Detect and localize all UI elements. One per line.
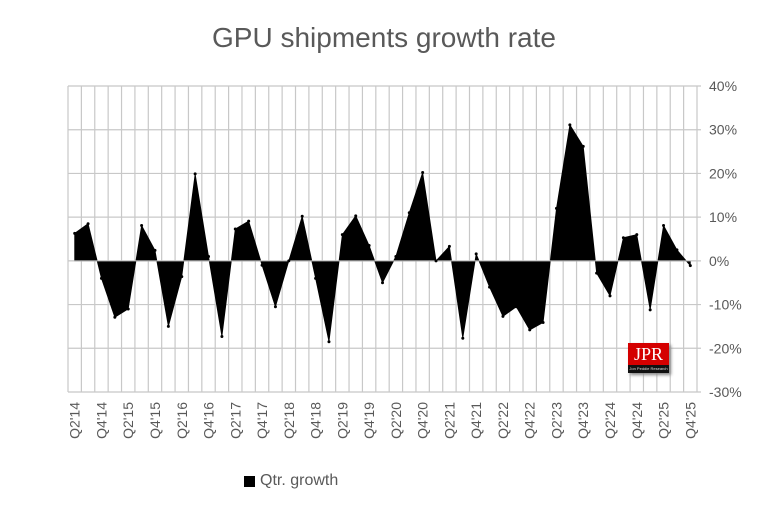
data-point xyxy=(675,248,679,252)
data-point xyxy=(528,328,532,332)
x-tick-label: Q4'20 xyxy=(415,402,431,439)
data-point xyxy=(608,294,612,298)
data-point xyxy=(153,248,157,252)
data-point xyxy=(327,340,331,344)
y-tick-label: 40% xyxy=(709,78,737,94)
data-point xyxy=(113,315,117,319)
data-point xyxy=(381,281,384,285)
data-point xyxy=(287,259,291,263)
data-point xyxy=(581,144,585,148)
x-tick-label: Q2'21 xyxy=(441,402,457,439)
data-point xyxy=(367,244,371,248)
data-point xyxy=(568,123,572,127)
data-point xyxy=(621,236,625,240)
data-point xyxy=(166,324,170,328)
data-point xyxy=(421,171,425,175)
x-tick-label: Q2'14 xyxy=(67,402,83,439)
x-tick-label: Q2'22 xyxy=(495,402,511,439)
data-point xyxy=(662,223,666,227)
x-tick-label: Q4'23 xyxy=(575,402,591,439)
data-point xyxy=(126,307,130,311)
x-tick-label: Q4'16 xyxy=(201,402,217,439)
data-point xyxy=(140,223,144,227)
area-series-qtr-growth xyxy=(74,123,691,342)
data-point xyxy=(273,305,277,309)
data-point xyxy=(233,227,237,231)
legend-label: Qtr. growth xyxy=(260,472,339,489)
data-point xyxy=(688,264,692,268)
x-tick-label: Q4'15 xyxy=(147,402,163,439)
chart-title: GPU shipments growth rate xyxy=(212,22,556,53)
x-tick-label: Q2'20 xyxy=(388,402,404,439)
data-point xyxy=(474,252,478,256)
data-point xyxy=(340,233,344,237)
x-tick-label: Q2'24 xyxy=(602,402,618,439)
x-tick-label: Q2'19 xyxy=(334,402,350,439)
data-point xyxy=(488,285,492,289)
x-tick-label: Q4'14 xyxy=(93,402,109,439)
x-tick-label: Q4'25 xyxy=(682,402,698,439)
data-point xyxy=(447,244,451,248)
x-tick-label: Q4'17 xyxy=(254,402,270,439)
x-tick-label: Q2'25 xyxy=(656,402,672,439)
data-point xyxy=(434,259,438,263)
data-point xyxy=(554,206,558,210)
y-tick-label: 30% xyxy=(709,122,737,138)
data-point xyxy=(501,314,505,318)
y-tick-label: 20% xyxy=(709,165,737,181)
data-point xyxy=(314,276,318,280)
x-tick-label: Q4'24 xyxy=(629,402,645,439)
data-point xyxy=(207,254,211,258)
logo-text: JPR xyxy=(628,343,669,365)
data-point xyxy=(354,214,358,218)
data-point xyxy=(595,271,599,275)
data-point xyxy=(648,308,652,312)
data-point xyxy=(541,320,545,324)
data-point xyxy=(514,305,518,309)
data-point xyxy=(461,336,465,340)
data-point xyxy=(394,254,398,258)
y-tick-label: 10% xyxy=(709,209,737,225)
data-point xyxy=(180,275,184,279)
y-tick-label: -10% xyxy=(709,297,742,313)
jpr-logo: JPR Jon Peddie Research xyxy=(628,343,669,373)
data-point xyxy=(260,263,264,267)
x-tick-label: Q2'15 xyxy=(120,402,136,439)
data-point xyxy=(220,334,224,338)
x-tick-label: Q4'19 xyxy=(361,402,377,439)
data-point xyxy=(73,231,77,235)
data-point xyxy=(300,214,304,218)
y-tick-label: -20% xyxy=(709,340,742,356)
legend-swatch xyxy=(244,475,255,487)
x-tick-label: Q4'22 xyxy=(522,402,538,439)
x-tick-label: Q4'21 xyxy=(468,402,484,439)
x-tick-label: Q2'17 xyxy=(227,402,243,439)
data-point xyxy=(193,172,197,176)
logo-subtext: Jon Peddie Research xyxy=(628,365,669,373)
x-tick-label: Q2'16 xyxy=(174,402,190,439)
data-point xyxy=(99,276,103,280)
data-point xyxy=(407,211,411,215)
data-point xyxy=(635,233,639,237)
data-point xyxy=(86,222,90,226)
legend: Qtr. growth xyxy=(244,472,338,490)
data-point xyxy=(247,219,251,223)
x-tick-label: Q2'18 xyxy=(281,402,297,439)
y-tick-label: 0% xyxy=(709,253,729,269)
x-tick-label: Q4'18 xyxy=(308,402,324,439)
y-tick-label: -30% xyxy=(709,384,742,400)
x-tick-label: Q2'23 xyxy=(548,402,564,439)
